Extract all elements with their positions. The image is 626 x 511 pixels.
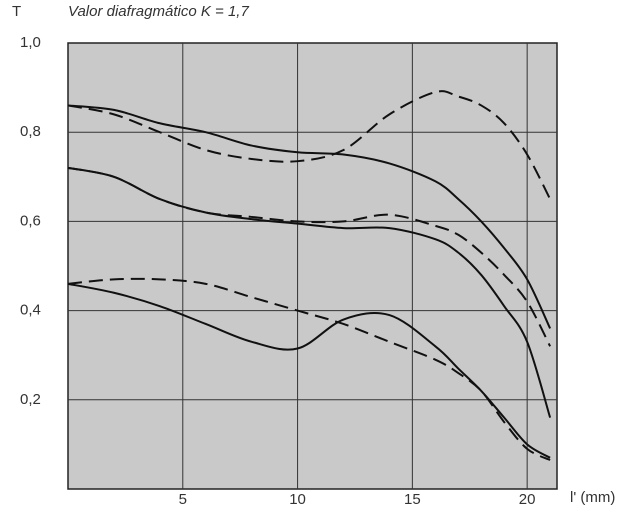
line-series	[67, 282, 551, 459]
x-tick-label: 20	[519, 491, 536, 508]
line-series	[67, 166, 552, 347]
y-tick-label: 0,2	[20, 391, 41, 408]
plot-area	[67, 42, 558, 490]
x-tick-label: 10	[289, 491, 306, 508]
y-tick-label: 1,0	[20, 34, 41, 51]
line-series	[67, 277, 551, 461]
x-axis-label: l' (mm)	[570, 489, 615, 506]
line-series	[67, 104, 552, 329]
x-tick-label: 15	[404, 491, 421, 508]
y-tick-label: 0,4	[20, 302, 41, 319]
chart-title: Valor diafragmático K = 1,7	[68, 3, 249, 20]
line-series	[67, 166, 552, 418]
y-tick-label: 0,8	[20, 123, 41, 140]
y-axis-label: T	[12, 3, 21, 20]
x-tick-label: 5	[179, 491, 187, 508]
line-series	[67, 90, 552, 200]
y-tick-label: 0,6	[20, 212, 41, 229]
